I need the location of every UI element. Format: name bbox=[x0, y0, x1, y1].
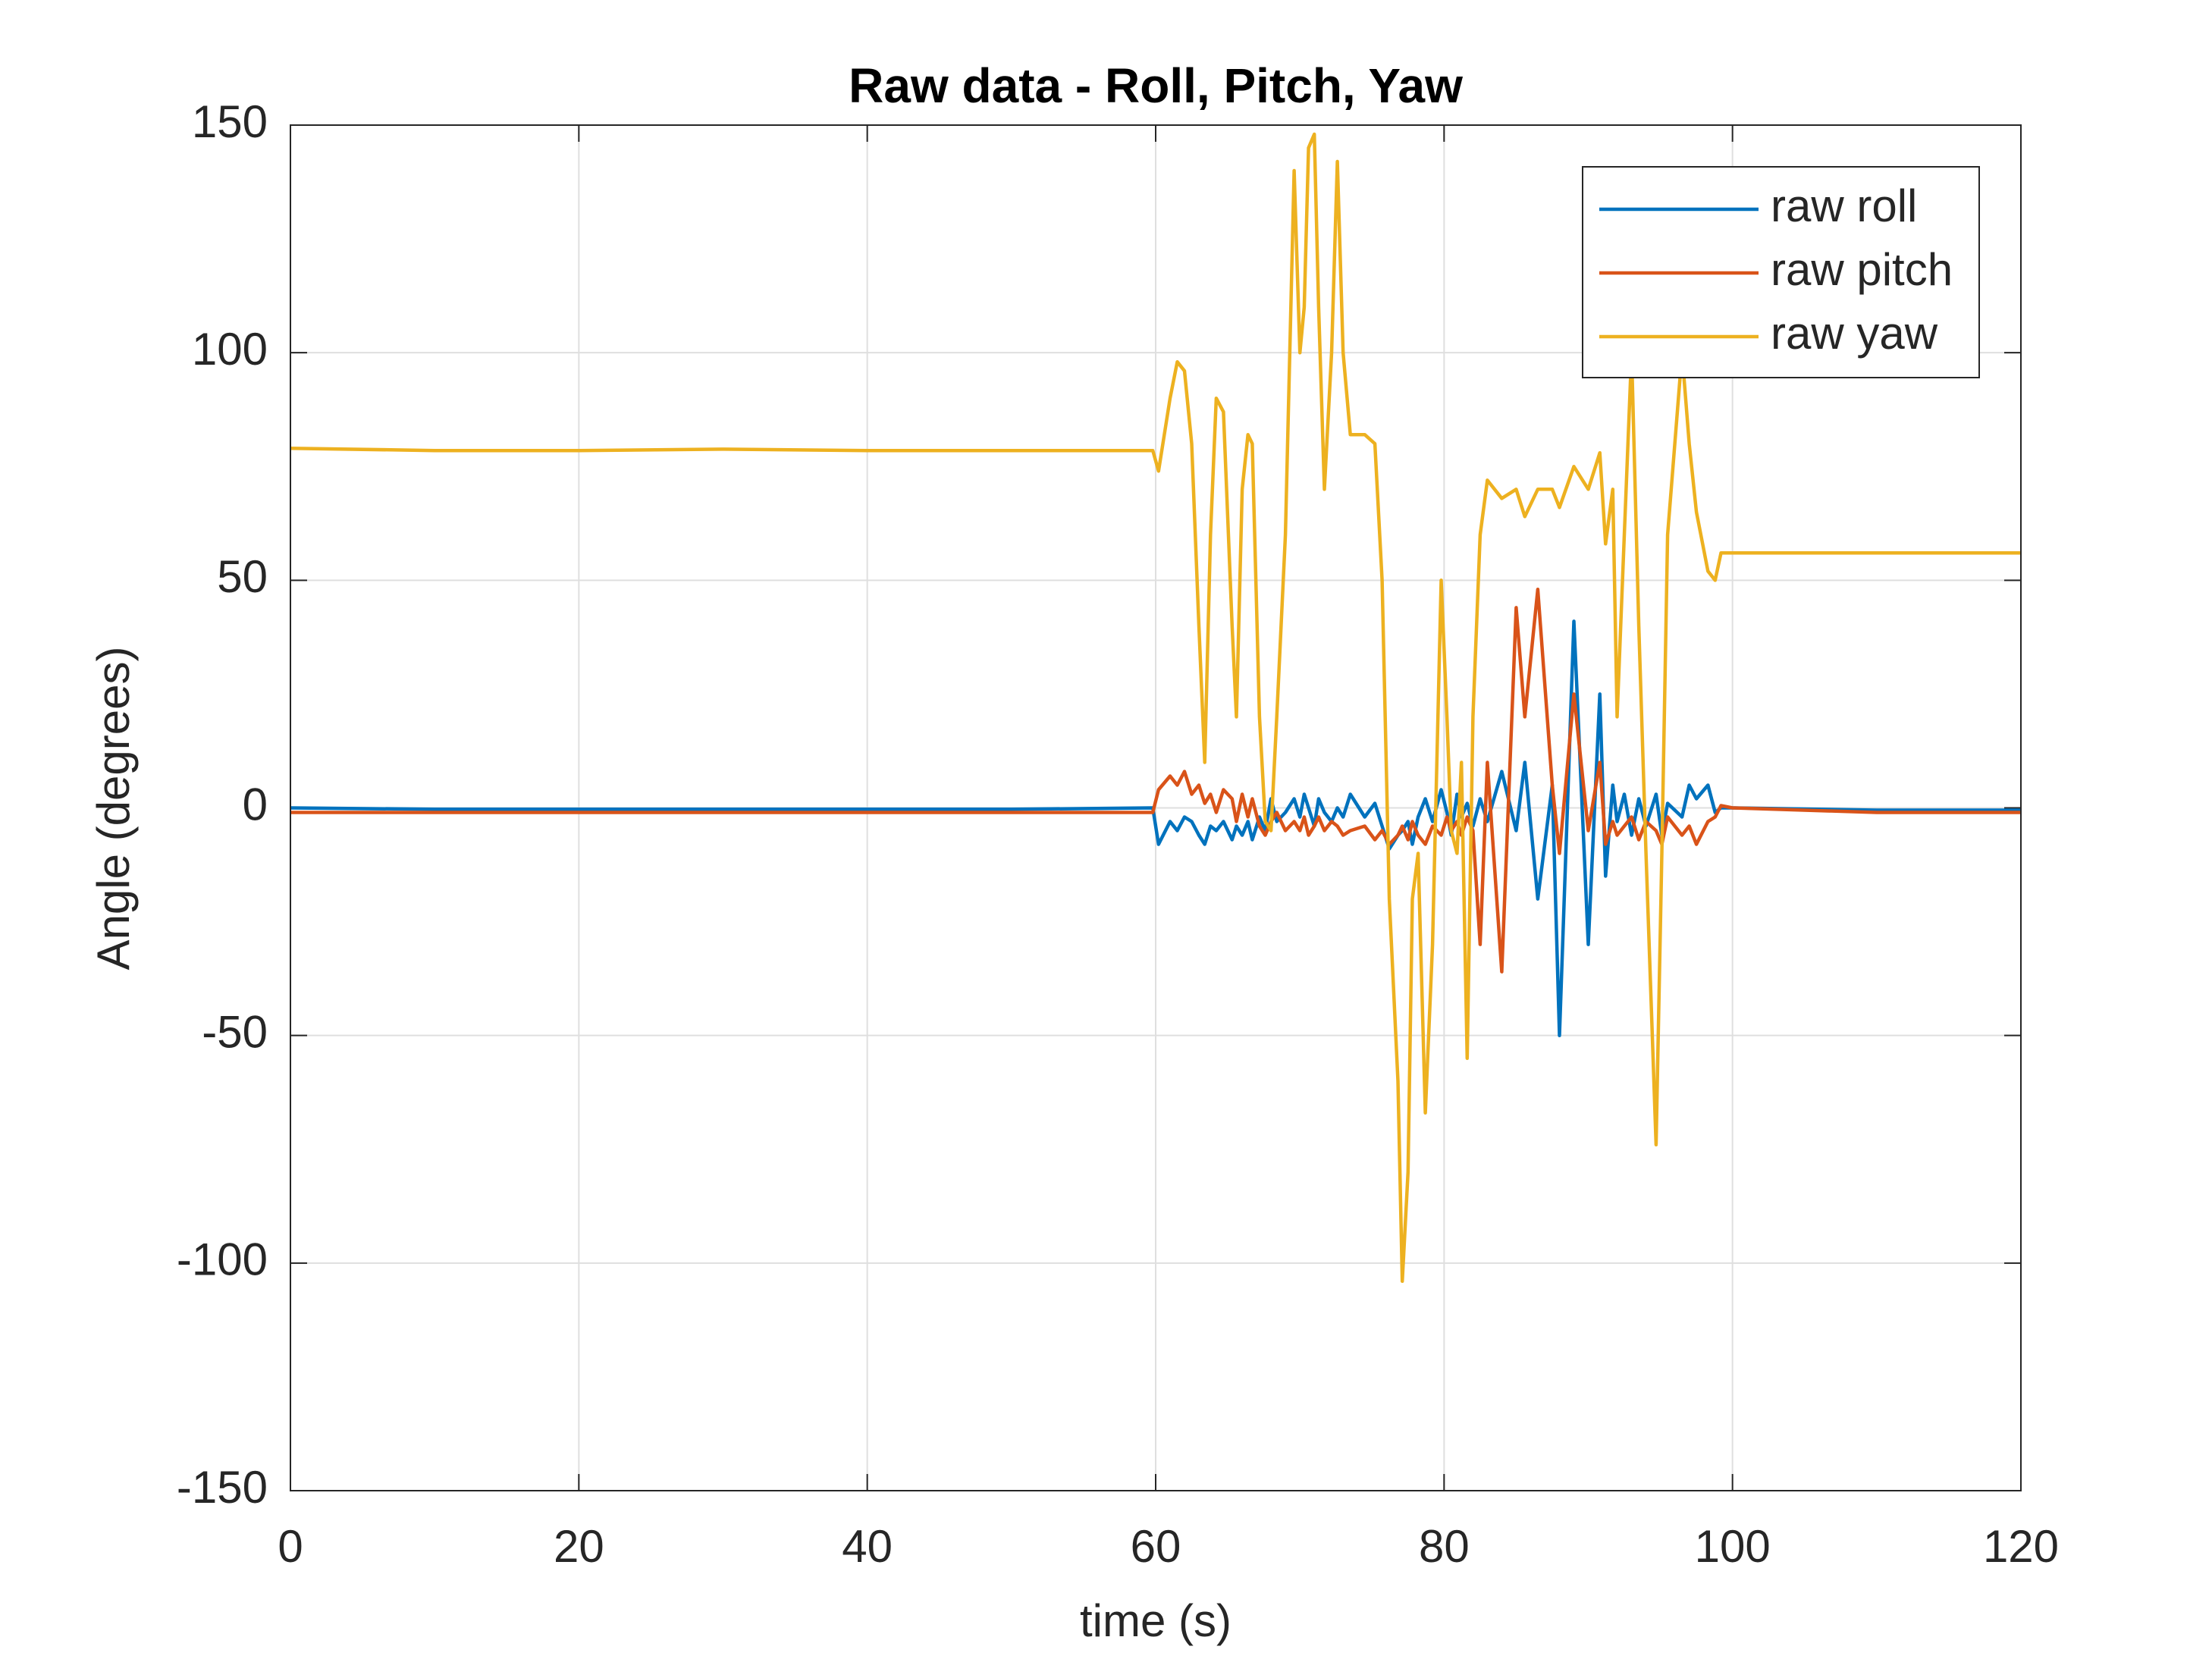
data-line bbox=[290, 588, 2021, 974]
x-tick-label: 100 bbox=[1695, 1521, 1771, 1572]
legend-label: raw yaw bbox=[1771, 308, 1938, 359]
axes-box bbox=[290, 124, 2022, 1491]
y-tick-label: 100 bbox=[192, 324, 268, 375]
x-tick-label: 60 bbox=[1131, 1521, 1181, 1572]
x-tick-label: 80 bbox=[1419, 1521, 1470, 1572]
legend: raw roll raw pitch raw yaw bbox=[1582, 166, 1980, 378]
data-line bbox=[290, 132, 2021, 1284]
chart-title: Raw data - Roll, Pitch, Yaw bbox=[849, 58, 1463, 113]
y-tick-label: -150 bbox=[177, 1462, 268, 1513]
y-tick-label: 0 bbox=[243, 779, 268, 830]
x-tick-label: 0 bbox=[278, 1521, 303, 1572]
legend-label: raw roll bbox=[1771, 180, 1917, 231]
x-tick-label: 40 bbox=[842, 1521, 893, 1572]
y-tick-label: 50 bbox=[217, 551, 268, 602]
y-tick-label: 150 bbox=[192, 96, 268, 147]
x-tick-label: 120 bbox=[1983, 1521, 2059, 1572]
legend-label: raw pitch bbox=[1771, 244, 1953, 295]
y-tick-label: -50 bbox=[202, 1007, 268, 1058]
y-tick-label: -100 bbox=[177, 1234, 268, 1285]
y-axis-label: Angle (degrees) bbox=[88, 647, 139, 971]
x-tick-label: 20 bbox=[554, 1521, 604, 1572]
x-axis-label: time (s) bbox=[1080, 1595, 1232, 1646]
